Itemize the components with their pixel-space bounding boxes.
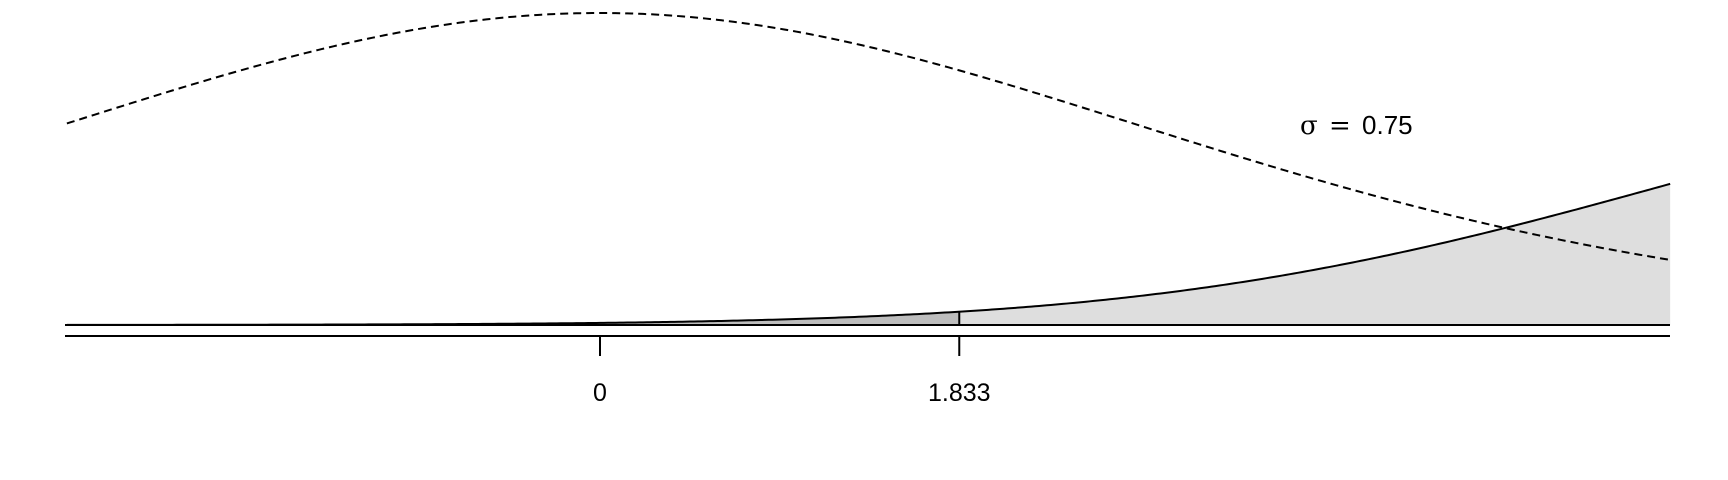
equals-sign: = bbox=[1329, 111, 1351, 141]
null-distribution-curve bbox=[66, 11, 1671, 261]
x-axis-ticks: 0 1.833 bbox=[593, 336, 991, 407]
sigma-symbol: σ bbox=[1300, 111, 1318, 141]
x-tick-label: 1.833 bbox=[928, 379, 991, 407]
region-right-fill bbox=[959, 183, 1671, 325]
region-left-fill bbox=[66, 311, 960, 325]
x-tick-label: 0 bbox=[593, 379, 607, 407]
sigma-annotation: σ = 0.75 bbox=[1300, 110, 1413, 141]
sigma-value: 0.75 bbox=[1362, 110, 1413, 140]
